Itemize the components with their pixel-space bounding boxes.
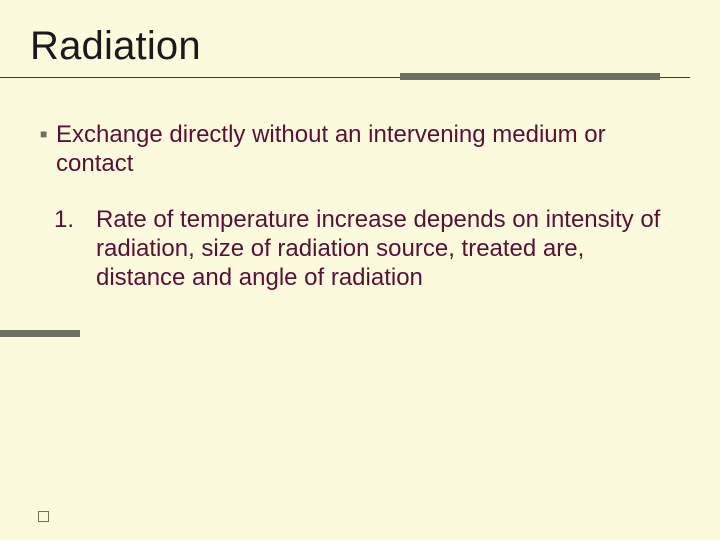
intro-line2: contact xyxy=(56,149,133,178)
left-accent-bar xyxy=(0,330,80,337)
numbered-item: 1. Rate of temperature increase depends … xyxy=(40,205,680,293)
title-rule-thick xyxy=(400,73,660,80)
list-number: 1. xyxy=(40,205,96,293)
intro-text: Exchange directly without an intervening… xyxy=(54,120,680,179)
slide: Radiation ■ Exchange directly without an… xyxy=(0,0,720,540)
intro-bullet: ■ Exchange directly without an interveni… xyxy=(40,120,680,179)
body-area: ■ Exchange directly without an interveni… xyxy=(40,120,680,292)
square-bullet-icon: ■ xyxy=(40,120,54,179)
slide-title: Radiation xyxy=(30,24,690,69)
list-text: Rate of temperature increase depends on … xyxy=(96,205,680,293)
title-area: Radiation xyxy=(30,24,690,83)
intro-line1: Exchange directly without an intervening… xyxy=(56,121,606,148)
footer-square-icon xyxy=(38,511,49,522)
title-underline xyxy=(0,77,690,83)
